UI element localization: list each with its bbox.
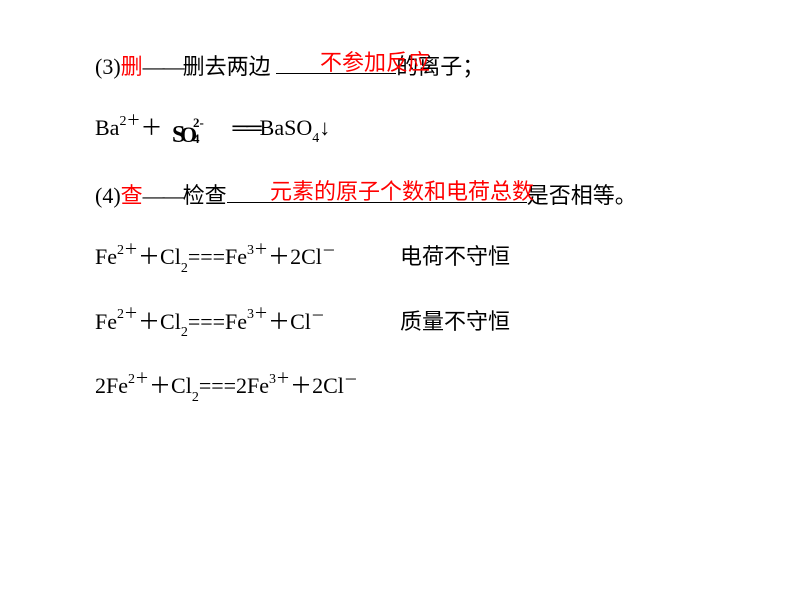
line-eq-3: 2Fe2＋＋Cl2===2Fe3＋＋2Cl－ — [95, 369, 699, 405]
baso4: BaSO — [260, 115, 313, 140]
eq2-eq: === — [188, 309, 225, 334]
eq2-cl: Cl — [290, 309, 311, 334]
eq1-cl2-sub: 2 — [181, 261, 188, 276]
note-dianhe: 电荷不守恒 — [400, 240, 510, 273]
eq3-cl2: Cl — [171, 373, 192, 398]
eq2-fe3: Fe — [225, 309, 247, 334]
prefix-4: (4) — [95, 183, 121, 208]
eq1-fe3-sup: 3＋ — [247, 243, 268, 258]
ba-sup: 2＋ — [119, 114, 140, 129]
red-cha: 查 — [121, 183, 143, 208]
dash-1: —— — [143, 54, 183, 79]
line-eq-2: Fe2＋＋Cl2===Fe3＋＋Cl－ 质量不守恒 — [95, 305, 699, 341]
eq3-fe3-sup: 3＋ — [269, 372, 290, 387]
ba-symbol: Ba — [95, 115, 119, 140]
eq3-two1: 2 — [95, 373, 106, 398]
eq2-plus2: ＋ — [268, 309, 290, 334]
eq2-left: Fe2＋＋Cl2===Fe3＋＋Cl－ — [95, 305, 400, 341]
eq1-two: 2 — [290, 244, 301, 269]
eq3-cl2-sub: 2 — [192, 390, 199, 405]
overlay-bujiafanying: 不参加反应 — [320, 46, 430, 79]
overlay-yuansu: 元素的原子个数和电荷总数 — [270, 175, 534, 208]
line-3-delete: (3)删——删去两边 的离子； 不参加反应 — [95, 50, 699, 83]
eq3-fe: Fe — [106, 373, 128, 398]
eq3-plus2: ＋ — [290, 373, 312, 398]
line-4-check: (4)查——检查是否相等。 元素的原子个数和电荷总数 — [95, 179, 699, 212]
eq3-two3: 2 — [312, 373, 323, 398]
text-jiancha: 检查 — [183, 183, 227, 208]
eq1-eq: === — [188, 244, 225, 269]
red-shan: 删 — [121, 54, 143, 79]
eq-dash: ══ — [232, 115, 259, 140]
eq1-fe3: Fe — [225, 244, 247, 269]
eq2-plus1: ＋ — [138, 309, 160, 334]
eq1-cl2: Cl — [160, 244, 181, 269]
eq3-fe3: Fe — [247, 373, 269, 398]
prefix-3: (3) — [95, 54, 121, 79]
eq2-cl2-sub: 2 — [181, 325, 188, 340]
so4-sub: 4 — [193, 129, 200, 149]
eq2-fe: Fe — [95, 309, 117, 334]
baso4-sub: 4 — [312, 131, 319, 146]
dash-2: —— — [143, 183, 183, 208]
eq1-cl: Cl — [301, 244, 322, 269]
eq1-plus1: ＋ — [138, 244, 160, 269]
eq3-two2: 2 — [236, 373, 247, 398]
eq2-fe-sup: 2＋ — [117, 307, 138, 322]
eq3-cl-sup: － — [344, 374, 358, 389]
eq1-plus2: ＋ — [268, 244, 290, 269]
eq3-fe-sup: 2＋ — [128, 372, 149, 387]
line-eq-1: Fe2＋＋Cl2===Fe3＋＋2Cl－ 电荷不守恒 — [95, 240, 699, 276]
eq2-fe3-sup: 3＋ — [247, 307, 268, 322]
text-shifou: 是否相等。 — [527, 183, 637, 208]
text-shande: 删去两边 — [183, 54, 277, 79]
eq1-left: Fe2＋＋Cl2===Fe3＋＋2Cl－ — [95, 240, 400, 276]
line-ba-equation: Ba2＋＋ S O 2- 4 ══BaSO4↓ — [95, 111, 699, 147]
note-zhiliang: 质量不守恒 — [400, 305, 510, 338]
eq3-cl: Cl — [323, 373, 344, 398]
eq2-cl2: Cl — [160, 309, 181, 334]
down-arrow: ↓ — [319, 115, 330, 140]
eq2-cl-sup: － — [311, 309, 325, 324]
eq1-cl-sup: － — [322, 245, 336, 260]
eq3-plus1: ＋ — [149, 373, 171, 398]
eq1-fe-sup: 2＋ — [117, 243, 138, 258]
eq1-fe: Fe — [95, 244, 117, 269]
plus-1: ＋ — [140, 115, 162, 140]
eq3-eq: === — [199, 373, 236, 398]
